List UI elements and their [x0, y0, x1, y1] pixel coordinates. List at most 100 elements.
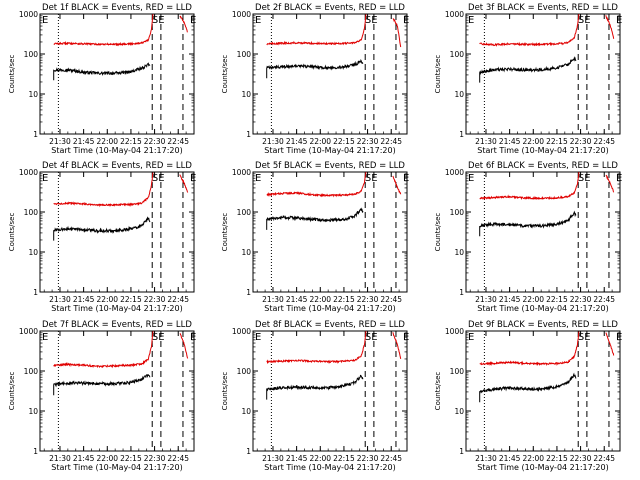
x-axis-label: Start Time (10-May-04 21:17:20)	[477, 463, 608, 472]
y-tick-label: 10	[454, 90, 464, 99]
x-tick-label: 21:45	[499, 137, 521, 146]
y-tick-label: 1	[33, 447, 38, 456]
event-marker-label: E	[190, 15, 196, 26]
y-tick-label: 10	[241, 248, 251, 257]
lld-series-line	[605, 15, 615, 39]
x-tick-label: 22:45	[380, 137, 402, 146]
detector-panel-2: Det 2f BLACK = Events, RED = LLD 1 10 100 10…	[221, 3, 409, 155]
events-series-line	[53, 216, 151, 241]
y-tick-label: 1000	[19, 168, 38, 177]
y-tick-label: 1	[459, 130, 464, 139]
y-tick-label: 1000	[445, 168, 464, 177]
event-marker-label: E	[403, 332, 409, 343]
y-tick-label: 1000	[232, 327, 251, 336]
x-tick-label: 22:15	[120, 454, 142, 463]
panel-title: Det 6f BLACK = Events, RED = LLD	[468, 161, 618, 171]
y-tick-label: 1000	[19, 327, 38, 336]
x-tick-label: 21:45	[286, 295, 308, 304]
x-tick-label: 21:45	[286, 137, 308, 146]
event-marker-label: E	[42, 173, 48, 184]
event-marker-label: E	[255, 15, 261, 26]
plot-frame	[465, 330, 621, 452]
y-tick-label: 1	[459, 288, 464, 297]
events-series-line	[479, 372, 577, 403]
y-tick-label: 1000	[232, 168, 251, 177]
event-marker-label: SE	[578, 173, 591, 184]
x-axis-label: Start Time (10-May-04 21:17:20)	[264, 304, 395, 313]
x-tick-label: 21:45	[499, 454, 521, 463]
y-axis-label: Counts/sec	[221, 372, 229, 411]
x-tick-label: 22:30	[144, 295, 166, 304]
lld-series-line	[53, 14, 154, 47]
detector-panel-5: Det 5f BLACK = Events, RED = LLD 1 10 100 10…	[221, 161, 409, 313]
y-tick-label: 1000	[445, 327, 464, 336]
y-tick-label: 10	[28, 407, 38, 416]
y-tick-label: 100	[24, 50, 39, 59]
x-tick-label: 22:00	[522, 295, 544, 304]
y-axis-label: Counts/sec	[8, 55, 16, 94]
y-tick-label: 1000	[19, 10, 38, 19]
event-marker-label: E	[468, 15, 474, 26]
y-axis-label: Counts/sec	[221, 213, 229, 252]
lld-series-line	[179, 174, 189, 193]
y-tick-label: 100	[237, 208, 252, 217]
x-tick-label: 22:00	[522, 137, 544, 146]
x-tick-label: 22:15	[546, 454, 568, 463]
x-tick-label: 21:30	[49, 137, 71, 146]
x-tick-label: 21:30	[49, 454, 71, 463]
plot-frame	[252, 13, 408, 135]
x-tick-label: 22:45	[167, 295, 189, 304]
y-tick-label: 10	[241, 407, 251, 416]
y-axis-label: Counts/sec	[434, 372, 442, 411]
x-tick-label: 21:45	[73, 454, 95, 463]
x-tick-label: 21:30	[475, 295, 497, 304]
x-axis-label: Start Time (10-May-04 21:17:20)	[51, 463, 182, 472]
event-marker-label: E	[616, 332, 622, 343]
y-axis-label: Counts/sec	[8, 213, 16, 252]
event-marker-label: E	[190, 332, 196, 343]
event-marker-label: SE	[365, 173, 378, 184]
y-tick-label: 1	[33, 130, 38, 139]
lld-series-line	[605, 174, 615, 193]
event-marker-label: E	[255, 173, 261, 184]
event-marker-label: SE	[152, 173, 165, 184]
x-tick-label: 22:15	[120, 137, 142, 146]
panel-title: Det 5f BLACK = Events, RED = LLD	[255, 161, 405, 171]
event-marker-label: SE	[365, 15, 378, 26]
x-tick-label: 21:45	[73, 295, 95, 304]
lld-series-line	[179, 15, 188, 33]
event-marker-label: E	[255, 332, 261, 343]
panel-title: Det 2f BLACK = Events, RED = LLD	[255, 3, 405, 13]
event-marker-label: E	[616, 15, 622, 26]
lld-series-line	[605, 332, 615, 356]
y-tick-label: 100	[237, 50, 252, 59]
event-marker-label: E	[616, 173, 622, 184]
x-tick-label: 22:45	[593, 454, 615, 463]
x-axis-label: Start Time (10-May-04 21:17:20)	[51, 146, 182, 155]
y-tick-label: 100	[450, 208, 465, 217]
event-marker-label: E	[190, 173, 196, 184]
x-tick-label: 22:30	[357, 295, 379, 304]
plot-frame	[252, 171, 408, 293]
x-tick-label: 22:15	[546, 295, 568, 304]
y-axis-label: Counts/sec	[434, 55, 442, 94]
y-tick-label: 10	[28, 90, 38, 99]
detector-panel-7: Det 7f BLACK = Events, RED = LLD 1 10 100 10…	[8, 320, 196, 472]
detector-panel-4: Det 4f BLACK = Events, RED = LLD 1 10 100 10…	[8, 161, 196, 313]
panel-title: Det 8f BLACK = Events, RED = LLD	[255, 320, 405, 330]
plot-frame	[465, 171, 621, 293]
event-marker-label: E	[403, 173, 409, 184]
x-tick-label: 22:00	[96, 295, 118, 304]
panel-title: Det 7f BLACK = Events, RED = LLD	[42, 320, 192, 330]
x-tick-label: 22:15	[546, 137, 568, 146]
x-tick-label: 22:45	[593, 295, 615, 304]
y-tick-label: 10	[454, 407, 464, 416]
lld-series-line	[479, 331, 580, 367]
x-tick-label: 22:30	[570, 295, 592, 304]
plot-frame	[39, 13, 195, 135]
x-tick-label: 22:30	[357, 454, 379, 463]
x-tick-label: 22:00	[96, 454, 118, 463]
y-tick-label: 100	[237, 367, 252, 376]
x-tick-label: 22:30	[570, 137, 592, 146]
